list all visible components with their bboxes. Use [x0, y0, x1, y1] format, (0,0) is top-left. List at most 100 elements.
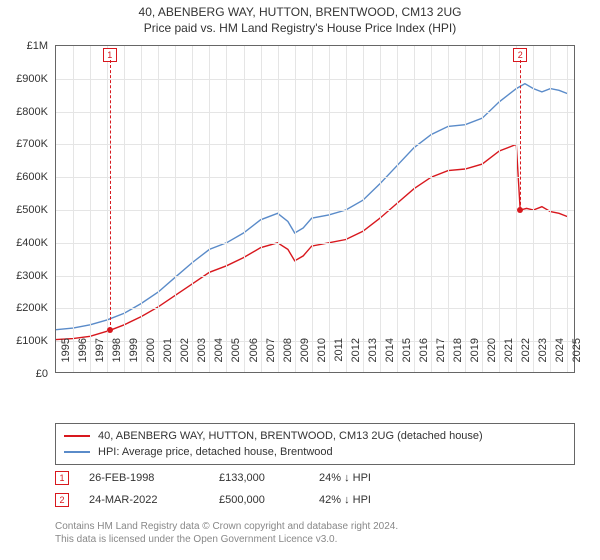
sale-date: 26-FEB-1998	[89, 467, 199, 489]
footer-line-1: Contains HM Land Registry data © Crown c…	[55, 520, 575, 533]
y-axis-label: £600K	[0, 171, 48, 183]
footer-attribution: Contains HM Land Registry data © Crown c…	[55, 520, 575, 546]
gridline-v	[124, 46, 125, 372]
gridline-v	[278, 46, 279, 372]
x-axis-label: 2009	[299, 338, 311, 378]
x-axis-label: 2010	[316, 338, 328, 378]
y-axis-label: £200K	[0, 302, 48, 314]
gridline-v	[448, 46, 449, 372]
gridline-h	[56, 210, 574, 211]
gridline-v	[209, 46, 210, 372]
sale-record-row: 1 26-FEB-1998 £133,000 24% ↓ HPI	[55, 467, 575, 489]
gridline-h	[56, 144, 574, 145]
x-axis-label: 1996	[77, 338, 89, 378]
sale-marker-dot	[517, 207, 523, 213]
sale-marker-line	[520, 60, 521, 210]
gridline-v	[158, 46, 159, 372]
legend-box: 40, ABENBERG WAY, HUTTON, BRENTWOOD, CM1…	[55, 423, 575, 465]
x-axis-label: 2001	[162, 338, 174, 378]
sale-row-marker: 1	[55, 471, 69, 485]
gridline-v	[90, 46, 91, 372]
gridline-v	[465, 46, 466, 372]
legend-label: HPI: Average price, detached house, Bren…	[98, 444, 333, 460]
x-axis-label: 2024	[554, 338, 566, 378]
x-axis-label: 2011	[333, 338, 345, 378]
y-axis-label: £300K	[0, 270, 48, 282]
x-axis-label: 2019	[469, 338, 481, 378]
x-axis-label: 2017	[435, 338, 447, 378]
gridline-v	[192, 46, 193, 372]
x-axis-label: 2000	[145, 338, 157, 378]
x-axis-label: 2006	[248, 338, 260, 378]
x-axis-label: 2018	[452, 338, 464, 378]
sale-row-marker: 2	[55, 493, 69, 507]
y-axis-label: £400K	[0, 237, 48, 249]
legend-item: HPI: Average price, detached house, Bren…	[64, 444, 566, 460]
y-axis-label: £1M	[0, 40, 48, 52]
gridline-v	[567, 46, 568, 372]
sale-marker-line	[110, 60, 111, 330]
gridline-h	[56, 243, 574, 244]
y-axis-label: £100K	[0, 335, 48, 347]
x-axis-label: 2016	[418, 338, 430, 378]
gridline-v	[175, 46, 176, 372]
y-axis-label: £800K	[0, 106, 48, 118]
sale-pct-vs-hpi: 24% ↓ HPI	[319, 467, 429, 489]
gridline-h	[56, 79, 574, 80]
legend-swatch	[64, 435, 90, 437]
sale-records: 1 26-FEB-1998 £133,000 24% ↓ HPI 2 24-MAR-202…	[55, 467, 575, 511]
gridline-v	[107, 46, 108, 372]
x-axis-label: 2022	[520, 338, 532, 378]
gridline-h	[56, 112, 574, 113]
gridline-v	[141, 46, 142, 372]
plot-area: £0£100K£200K£300K£400K£500K£600K£700K£80…	[55, 45, 575, 373]
gridline-v	[73, 46, 74, 372]
footer-line-2: This data is licensed under the Open Gov…	[55, 533, 575, 546]
gridline-v	[312, 46, 313, 372]
x-axis-label: 2015	[401, 338, 413, 378]
gridline-v	[499, 46, 500, 372]
x-axis-label: 1998	[111, 338, 123, 378]
sale-marker-dot	[107, 327, 113, 333]
y-axis-label: £500K	[0, 204, 48, 216]
x-axis-label: 2007	[265, 338, 277, 378]
sale-date: 24-MAR-2022	[89, 489, 199, 511]
x-axis-label: 1997	[94, 338, 106, 378]
gridline-v	[397, 46, 398, 372]
x-axis-label: 1999	[128, 338, 140, 378]
x-axis-label: 2008	[282, 338, 294, 378]
gridline-v	[380, 46, 381, 372]
gridline-v	[329, 46, 330, 372]
x-axis-label: 2004	[213, 338, 225, 378]
x-axis-label: 1995	[60, 338, 72, 378]
gridline-h	[56, 308, 574, 309]
gridline-v	[295, 46, 296, 372]
x-axis-label: 2014	[384, 338, 396, 378]
x-axis-label: 2005	[230, 338, 242, 378]
chart-subtitle: Price paid vs. HM Land Registry's House …	[8, 21, 592, 37]
x-axis-label: 2002	[179, 338, 191, 378]
gridline-h	[56, 276, 574, 277]
gridline-v	[363, 46, 364, 372]
sale-price: £133,000	[219, 467, 299, 489]
sale-pct-vs-hpi: 42% ↓ HPI	[319, 489, 429, 511]
x-axis-label: 2020	[486, 338, 498, 378]
gridline-h	[56, 177, 574, 178]
sale-record-row: 2 24-MAR-2022 £500,000 42% ↓ HPI	[55, 489, 575, 511]
gridline-v	[226, 46, 227, 372]
gridline-v	[244, 46, 245, 372]
y-axis-label: £700K	[0, 138, 48, 150]
sale-price: £500,000	[219, 489, 299, 511]
y-axis-label: £0	[0, 368, 48, 380]
gridline-v	[533, 46, 534, 372]
x-axis-label: 2025	[571, 338, 583, 378]
x-axis-label: 2023	[537, 338, 549, 378]
x-axis-label: 2003	[196, 338, 208, 378]
gridline-v	[550, 46, 551, 372]
legend-item: 40, ABENBERG WAY, HUTTON, BRENTWOOD, CM1…	[64, 428, 566, 444]
legend-label: 40, ABENBERG WAY, HUTTON, BRENTWOOD, CM1…	[98, 428, 483, 444]
x-axis-label: 2012	[350, 338, 362, 378]
gridline-v	[482, 46, 483, 372]
x-axis-label: 2021	[503, 338, 515, 378]
y-axis-label: £900K	[0, 73, 48, 85]
